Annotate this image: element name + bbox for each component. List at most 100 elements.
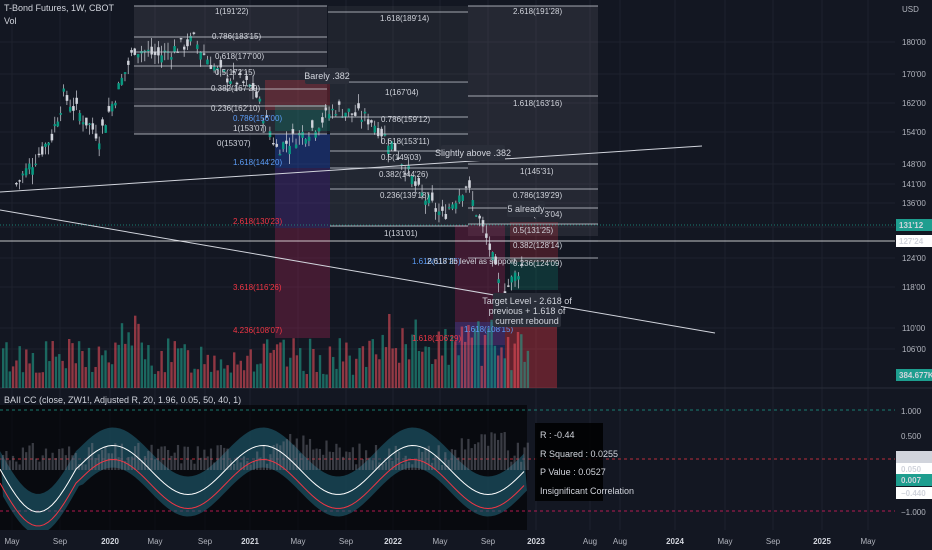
time-axis-label-3: May	[147, 537, 162, 546]
candle-body	[366, 119, 370, 125]
fib-label-left-8: 0(153'07)	[217, 139, 251, 148]
volume-bar	[279, 342, 282, 388]
fib-label-right-10: 0.786(139'29)	[513, 191, 562, 200]
indicator-histogram-bar	[137, 442, 140, 470]
symbol-title: T-Bond Futures, 1W, CBOT	[4, 3, 115, 13]
indicator-histogram-bar	[226, 448, 229, 470]
volume-bar	[391, 348, 394, 388]
volume-bar	[18, 346, 21, 388]
axes: USD 180'00 170'00 162'00 154'00 148'00 141'00 1…	[0, 5, 932, 550]
volume-bar	[160, 350, 163, 388]
candle-body	[127, 60, 130, 65]
time-axis-bg	[0, 530, 932, 550]
indicator-histogram-bar	[407, 462, 411, 470]
candle-body	[464, 186, 468, 188]
candle-body	[219, 59, 223, 68]
volume-bar	[196, 369, 200, 388]
price-badge-text-0: 131'12	[899, 221, 924, 230]
indicator-histogram-bar	[424, 447, 427, 470]
candle-body	[275, 143, 279, 147]
volume-bar	[394, 348, 398, 388]
candle-body	[288, 145, 291, 155]
stats-box	[535, 423, 603, 501]
indicator-histogram-bar	[371, 460, 374, 470]
volume-bar	[358, 348, 361, 388]
volume-bar	[493, 345, 497, 388]
volume-bar	[117, 344, 120, 388]
correlation-line	[0, 445, 525, 513]
volume-bar	[87, 347, 91, 388]
volume-bar	[107, 362, 110, 388]
volume-bar	[163, 372, 167, 388]
volume-bar	[388, 313, 391, 388]
indicator-histogram-bar	[35, 458, 38, 470]
indicator-histogram-bar	[190, 459, 193, 470]
candle-body	[47, 142, 50, 146]
indicator-histogram-bar	[186, 446, 189, 470]
indicator-badge-4	[896, 474, 932, 486]
candle-body	[437, 211, 441, 216]
volume-bar	[193, 368, 196, 388]
indicator-histogram-bar	[394, 445, 397, 470]
indicator-histogram-bar	[127, 456, 130, 470]
volume-bar	[170, 362, 173, 388]
volume-bar	[431, 363, 434, 388]
indicator-axis-tick-2: 0.053	[901, 453, 922, 462]
indicator-histogram-bar	[120, 443, 123, 470]
indicator-histogram-bar	[384, 461, 387, 470]
indicator-histogram-bar	[61, 448, 64, 470]
volume-title: Vol	[4, 16, 17, 26]
candle-body	[380, 128, 383, 137]
fib-label-right-18: 1.618(108'15)	[464, 325, 513, 334]
volume-bar	[421, 351, 424, 388]
indicator-histogram-bar	[41, 455, 44, 470]
candle-body	[497, 279, 500, 284]
volume-bar	[457, 355, 460, 388]
volume-bar	[203, 364, 206, 388]
candle-body	[186, 39, 189, 47]
indicator-histogram-bar	[295, 438, 298, 470]
indicator-histogram-bar	[457, 457, 460, 470]
indicator-histogram-bar	[58, 448, 61, 470]
volume-legend[interactable]: Vol	[4, 16, 17, 26]
fib-label-right-8: 0.236(139'18)	[380, 191, 429, 200]
volume-bar	[351, 374, 355, 388]
time-axis-label-5: 2021	[241, 537, 259, 546]
indicator-histogram-bar	[450, 449, 453, 470]
candle-body	[510, 276, 513, 283]
volume-bar	[497, 355, 500, 388]
indicator-histogram-bar	[368, 457, 371, 470]
indicator-histogram-bar	[467, 438, 470, 470]
indicator-histogram-bar	[196, 446, 199, 470]
fib-zone-blue-right	[455, 322, 505, 388]
symbol-legend[interactable]: T-Bond Futures, 1W, CBOT	[4, 3, 114, 13]
indicator-histogram-bar	[51, 452, 54, 470]
indicator-histogram-bar	[176, 444, 180, 470]
volume-bar	[487, 328, 490, 388]
price-axis-tick-0: 180'00	[902, 38, 926, 47]
candle-body	[414, 181, 417, 186]
indicator-histogram-bar	[487, 445, 490, 470]
indicator-histogram-bar	[81, 464, 84, 470]
stats-p-value: P Value : 0.0527	[540, 467, 606, 477]
volume-bar	[11, 366, 15, 388]
candle-body	[160, 55, 163, 63]
volume-bar	[157, 371, 160, 388]
indicator-histogram-bar	[341, 456, 345, 470]
candle-body	[28, 163, 31, 170]
volume-bar	[236, 364, 239, 388]
indicator-legend[interactable]: BAII CC (close, ZW1!, Adjusted R, 20, 1.…	[4, 395, 241, 405]
indicator-histogram-bar	[282, 441, 285, 470]
candle-body	[189, 36, 192, 42]
volume-bar	[440, 355, 444, 388]
candle-body	[56, 121, 60, 127]
stats-r: R : -0.44	[540, 430, 575, 440]
indicator-histogram-bar	[427, 445, 430, 470]
fib-zone-right	[468, 6, 598, 236]
volume-bar	[444, 329, 447, 388]
candle-body	[403, 173, 407, 175]
fib-label-right-0: 1.618(189'14)	[380, 14, 429, 23]
candle-body	[173, 46, 176, 52]
volume-bar	[378, 359, 381, 388]
